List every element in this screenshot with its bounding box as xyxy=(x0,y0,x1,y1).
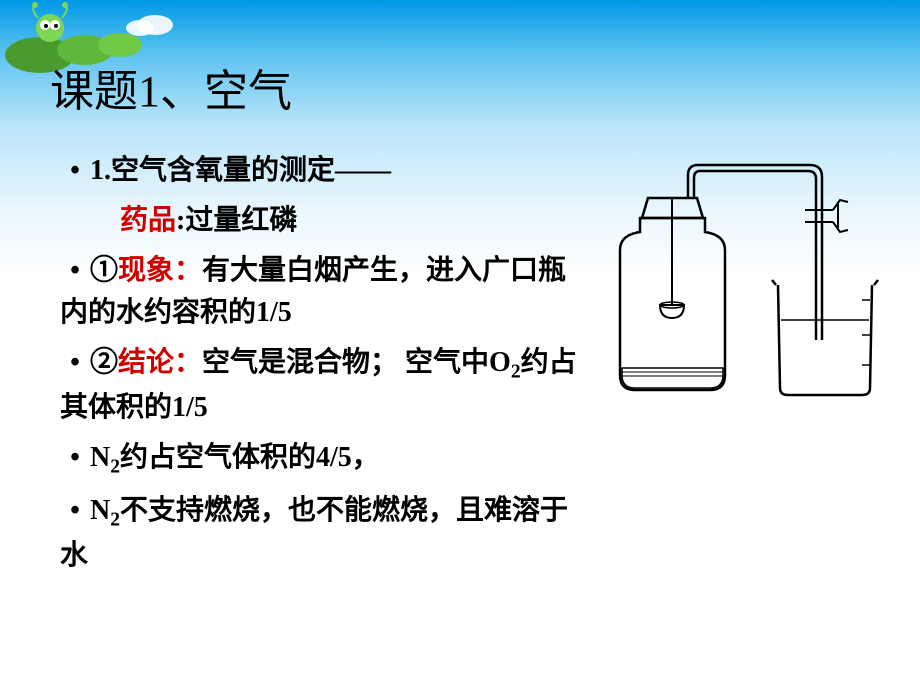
point-reagent: 药品:过量红磷 xyxy=(60,200,590,242)
point-1: •1.空气含氧量的测定—— xyxy=(60,150,590,192)
point-conclusion: •②结论：空气是混合物； 空气中O2约占其体积的1/5 xyxy=(60,342,590,429)
slide-title: 课题1、空气 xyxy=(50,55,292,119)
point-n2-volume: •N2约占空气体积的4/5， xyxy=(60,437,590,482)
content-list: •1.空气含氧量的测定—— 药品:过量红磷 •①现象：有大量白烟产生，进入广口瓶… xyxy=(60,150,590,585)
text-reagent: :过量红磷 xyxy=(176,205,297,236)
label-reagent: 药品 xyxy=(120,205,176,236)
apparatus-diagram xyxy=(580,140,890,430)
label-phenomenon: 现象： xyxy=(118,255,202,286)
point-phenomenon: •①现象：有大量白烟产生，进入广口瓶内的水约容积的1/5 xyxy=(60,250,590,334)
subscript-n2-a: 2 xyxy=(110,457,120,478)
label-conclusion: 结论： xyxy=(118,347,202,378)
text-n2-b: 约占空气体积的4/5， xyxy=(120,442,380,473)
text-n2-c: N xyxy=(90,495,110,526)
subscript-o2: 2 xyxy=(511,362,521,383)
text-n2-a: N xyxy=(90,442,110,473)
text-conclusion-a: 空气是混合物； 空气中O xyxy=(202,347,511,378)
marker-1: ① xyxy=(90,255,118,286)
text-n2-d: 不支持燃烧，也不能燃烧，且难溶于水 xyxy=(60,495,568,571)
text-measurement: 1.空气含氧量的测定—— xyxy=(90,155,391,186)
point-n2-property: •N2不支持燃烧，也不能燃烧，且难溶于水 xyxy=(60,490,590,577)
subscript-n2-b: 2 xyxy=(110,510,120,531)
marker-2: ② xyxy=(90,347,118,378)
